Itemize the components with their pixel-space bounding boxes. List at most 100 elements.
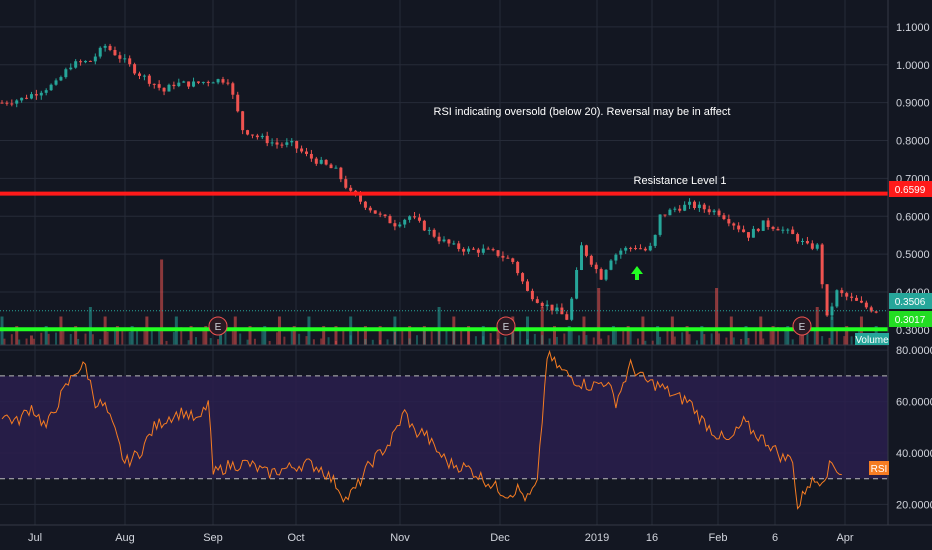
volume-bar xyxy=(685,326,689,345)
candle-body xyxy=(79,61,83,63)
svg-text:E: E xyxy=(215,322,222,333)
volume-bar xyxy=(651,340,654,345)
candle-body xyxy=(761,220,765,231)
volume-bar xyxy=(481,326,485,345)
volume-bar xyxy=(541,335,544,345)
candle-body xyxy=(462,248,466,252)
rsi-tick-label: 20.0000 xyxy=(896,499,932,511)
volume-bar xyxy=(636,338,639,345)
volume-bar xyxy=(656,326,660,345)
volume-bar xyxy=(312,339,315,345)
volume-bar xyxy=(322,326,326,345)
volume-bar xyxy=(77,338,80,345)
candle-body xyxy=(717,210,721,216)
volume-bar xyxy=(320,338,323,345)
rsi-indicator xyxy=(1,349,842,510)
volume-bar xyxy=(813,330,816,345)
up-arrow-icon xyxy=(631,266,643,280)
horizontal-levels[interactable] xyxy=(0,191,888,332)
volume-bar xyxy=(378,326,382,345)
volume-bar xyxy=(3,338,6,345)
candle-body xyxy=(810,243,814,249)
candle-body xyxy=(398,224,402,227)
candle-body xyxy=(673,208,677,210)
volume-bar xyxy=(32,338,35,345)
candle-body xyxy=(359,195,363,202)
candle-body xyxy=(614,254,618,261)
volume-bar xyxy=(821,336,824,345)
candle-body xyxy=(530,290,534,300)
volume-bar xyxy=(754,327,757,345)
candle-body xyxy=(344,179,348,188)
volume-bar xyxy=(283,336,286,345)
x-tick-label: Feb xyxy=(709,532,728,544)
candle-body xyxy=(589,255,593,265)
volume-bar xyxy=(143,330,146,345)
candle-body xyxy=(550,304,554,311)
volume-bar xyxy=(172,332,175,345)
candle-body xyxy=(177,82,181,87)
earnings-marker-sep[interactable]: E xyxy=(208,316,228,336)
volume-bar xyxy=(600,338,603,345)
candle-body xyxy=(771,226,775,229)
earnings-marker-mar[interactable]: E xyxy=(792,316,812,336)
volume-bar xyxy=(334,340,337,345)
candle-body xyxy=(702,204,706,210)
candle-body xyxy=(712,210,716,213)
volume-bar xyxy=(843,336,846,345)
candle-body xyxy=(629,247,633,249)
candle-body xyxy=(791,229,795,235)
volume-bar xyxy=(248,326,252,345)
volume-bar xyxy=(786,326,790,345)
x-tick-label: Sep xyxy=(203,532,223,544)
volume-bar xyxy=(386,339,389,345)
volume-bar xyxy=(666,330,669,345)
earnings-marker-dec[interactable]: E xyxy=(496,316,516,336)
candle-body xyxy=(624,247,628,251)
candle-body xyxy=(280,144,284,146)
candle-body xyxy=(663,214,667,216)
candle-body xyxy=(521,273,525,282)
candle-body xyxy=(422,220,426,231)
candle-body xyxy=(638,248,642,250)
resistance-price-tag: 0.6599 xyxy=(889,181,932,197)
candle-body xyxy=(250,134,254,136)
candle-body xyxy=(580,245,584,270)
candle-body xyxy=(103,45,107,48)
x-tick-label: 2019 xyxy=(585,532,609,544)
candle-body xyxy=(25,97,29,99)
volume-bar xyxy=(88,307,92,345)
volume-bar xyxy=(128,331,131,345)
volume-bar xyxy=(263,326,267,345)
candle-body xyxy=(643,248,647,251)
candle-body xyxy=(722,215,726,220)
candle-body xyxy=(584,245,588,256)
volume-bar xyxy=(563,333,566,345)
volume-bar xyxy=(18,339,21,345)
volume-bar xyxy=(130,326,134,345)
svg-text:0.3017: 0.3017 xyxy=(895,315,926,326)
x-tick-label: Nov xyxy=(390,532,410,544)
candle-body xyxy=(746,232,750,238)
candle-body xyxy=(15,100,19,104)
candle-body xyxy=(737,225,741,230)
candle-body xyxy=(403,219,407,225)
candle-body xyxy=(525,281,529,291)
candle-body xyxy=(442,239,446,242)
volume-bar xyxy=(597,288,601,345)
volume-bar xyxy=(592,337,595,345)
volume-bar xyxy=(224,329,227,345)
volume-bar xyxy=(204,326,208,345)
volume-bar xyxy=(25,338,28,345)
volume-bar xyxy=(533,333,536,345)
y-tick-label: 0.9000 xyxy=(896,98,930,110)
price-candles xyxy=(0,43,878,322)
volume-bar xyxy=(570,330,573,345)
candle-body xyxy=(801,241,805,243)
volume-bar xyxy=(673,336,676,345)
candle-body xyxy=(64,69,68,78)
candle-body xyxy=(540,302,544,307)
candle-body xyxy=(69,67,73,70)
candle-body xyxy=(408,216,412,220)
